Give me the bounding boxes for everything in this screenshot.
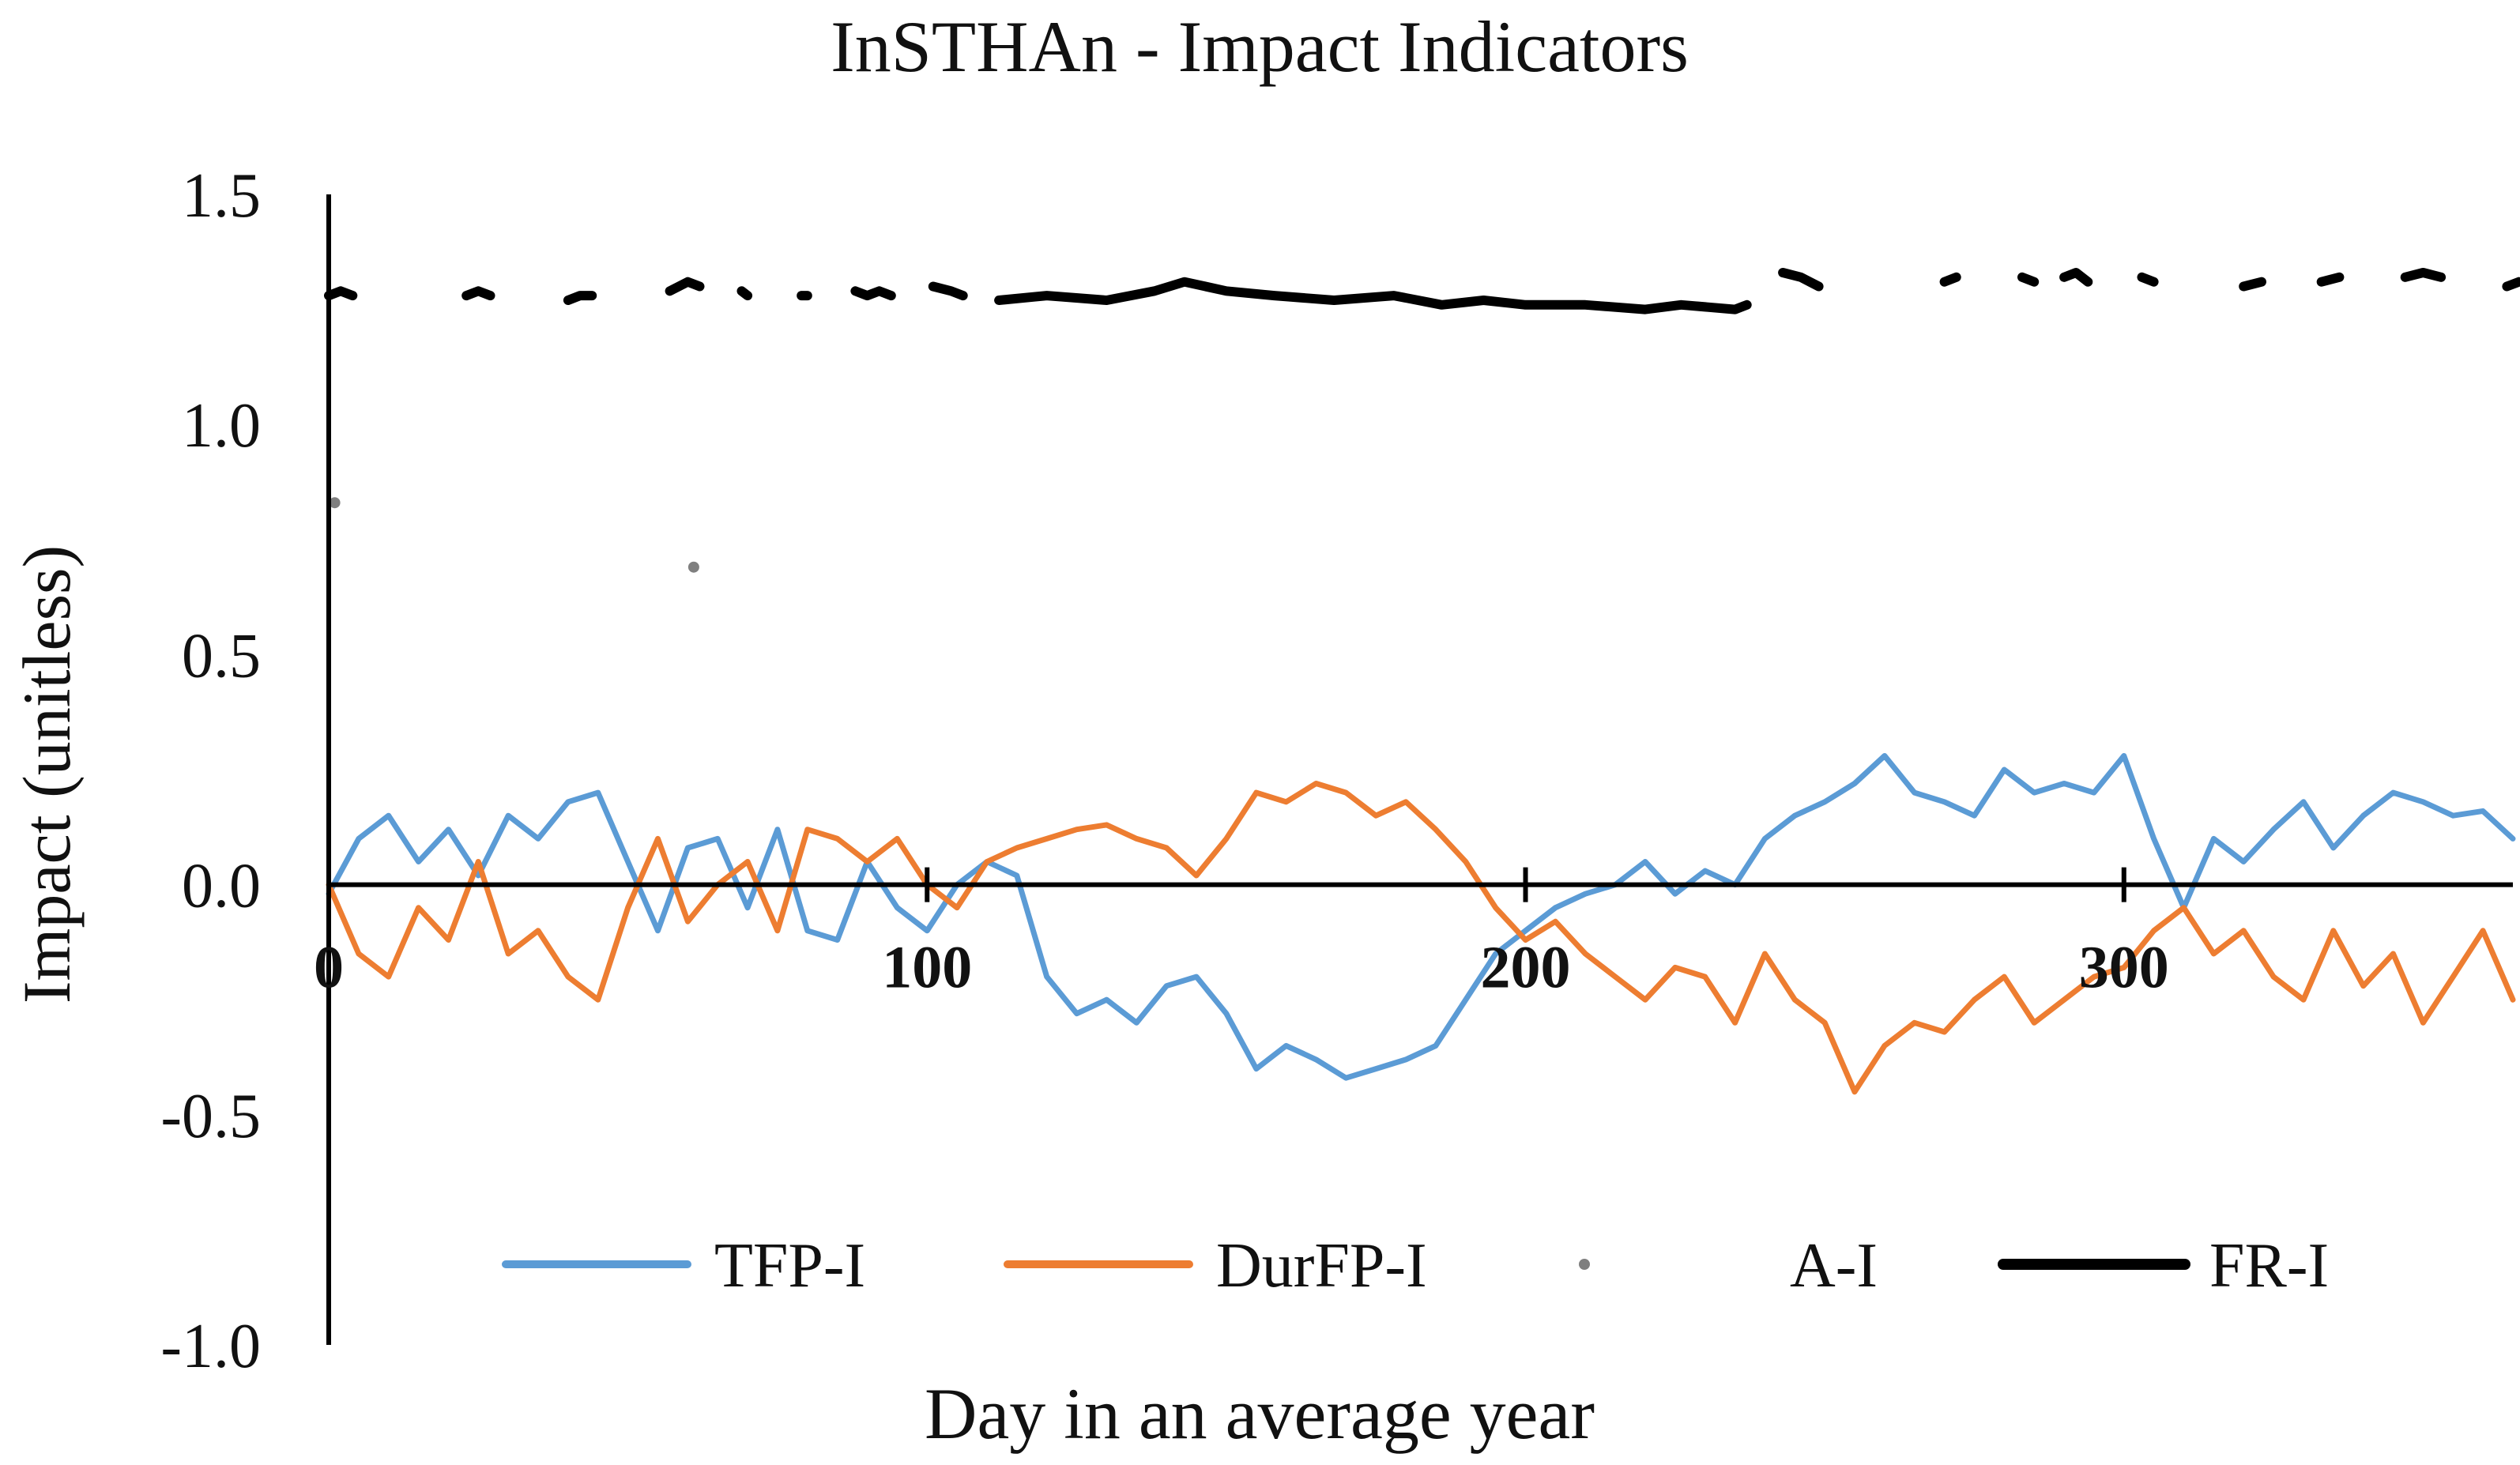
legend-label-fr-i: FR-I bbox=[2209, 1231, 2329, 1301]
series-a-i-point bbox=[329, 497, 341, 509]
x-axis-label: Day in an average year bbox=[925, 1373, 1595, 1454]
series-fr-i-segment bbox=[2017, 272, 2040, 287]
x-tick-label: 0 bbox=[314, 935, 344, 1001]
series-fr-i-segment bbox=[563, 291, 597, 305]
x-tick-label: 200 bbox=[1481, 935, 1571, 1001]
series-fr-i-segment bbox=[2239, 277, 2266, 292]
x-tick-label: 300 bbox=[2079, 935, 2169, 1001]
series-a-i-point bbox=[687, 561, 699, 573]
y-tick-label: 1.0 bbox=[182, 391, 261, 461]
series-fr-i-segment bbox=[994, 277, 1752, 314]
series-fr-i-segment bbox=[928, 281, 968, 301]
axes bbox=[326, 194, 2513, 1345]
y-tick-labels: 1.5 1.0 0.5 0.0 -0.5 -1.0 bbox=[160, 161, 261, 1381]
x-tick-label: 100 bbox=[882, 935, 972, 1001]
y-axis-label: Impact (unitless) bbox=[9, 545, 85, 1004]
chart-title: InSTHAn - Impact Indicators bbox=[831, 6, 1689, 87]
plot-area bbox=[324, 268, 2520, 1095]
series-tfp-i-line bbox=[326, 753, 2516, 1081]
legend-swatch-a-i bbox=[1579, 1259, 1590, 1270]
y-tick-label: -1.0 bbox=[160, 1312, 261, 1381]
series-fr-i-segment bbox=[736, 286, 753, 301]
y-tick-label: 0.5 bbox=[182, 621, 261, 691]
y-tick-label: 0.0 bbox=[182, 852, 261, 921]
series-fr-i-segment bbox=[850, 286, 896, 301]
series-fr-i-segment bbox=[2059, 268, 2093, 287]
series-fr-i-segment bbox=[1778, 268, 1824, 292]
series-fr-i-segment bbox=[2502, 277, 2520, 292]
series-durfp-i-line bbox=[326, 781, 2516, 1095]
y-tick-label: -0.5 bbox=[160, 1082, 261, 1151]
y-tick-label: 1.5 bbox=[182, 161, 261, 231]
series-fr-i-segment bbox=[1939, 272, 1961, 287]
series-fr-i-segment bbox=[2137, 272, 2159, 287]
series-fr-i-segment bbox=[324, 286, 358, 301]
legend-label-a-i: A-I bbox=[1790, 1231, 1878, 1301]
series-fr-i-segment bbox=[461, 286, 495, 301]
legend-label-durfp-i: DurFP-I bbox=[1216, 1231, 1427, 1301]
series-fr-i-segment bbox=[2316, 272, 2345, 287]
series-fr-i-segment bbox=[2400, 268, 2447, 282]
series-fr-i-segment bbox=[665, 277, 705, 296]
legend: TFP-I DurFP-I A-I FR-I bbox=[502, 1231, 2329, 1301]
x-tick-labels: 0 100 200 300 bbox=[314, 935, 2169, 1001]
legend-label-tfp-i: TFP-I bbox=[714, 1231, 865, 1301]
